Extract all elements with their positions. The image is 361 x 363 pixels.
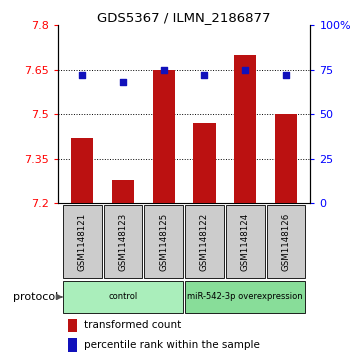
FancyBboxPatch shape	[63, 205, 101, 278]
FancyBboxPatch shape	[267, 205, 305, 278]
Text: miR-542-3p overexpression: miR-542-3p overexpression	[187, 293, 303, 302]
Bar	[68, 338, 77, 352]
Text: GSM1148124: GSM1148124	[241, 212, 250, 270]
Bar	[71, 138, 93, 203]
Point	[242, 67, 248, 73]
FancyBboxPatch shape	[144, 205, 183, 278]
Bar	[112, 180, 134, 203]
Bar	[234, 55, 256, 203]
Text: transformed count: transformed count	[84, 320, 182, 330]
Point	[120, 79, 126, 85]
Point	[161, 67, 167, 73]
Text: percentile rank within the sample: percentile rank within the sample	[84, 340, 260, 350]
Bar	[193, 123, 216, 203]
Point	[201, 72, 207, 78]
Bar	[275, 114, 297, 203]
FancyBboxPatch shape	[63, 281, 183, 313]
FancyBboxPatch shape	[185, 281, 305, 313]
Point	[79, 72, 85, 78]
FancyBboxPatch shape	[185, 205, 224, 278]
Text: control: control	[108, 293, 138, 302]
FancyBboxPatch shape	[104, 205, 142, 278]
Bar	[153, 70, 175, 203]
Title: GDS5367 / ILMN_2186877: GDS5367 / ILMN_2186877	[97, 11, 271, 24]
FancyBboxPatch shape	[226, 205, 265, 278]
Text: GSM1148126: GSM1148126	[282, 212, 291, 270]
Text: GSM1148121: GSM1148121	[78, 212, 87, 270]
Text: protocol: protocol	[13, 292, 58, 302]
Text: GSM1148123: GSM1148123	[118, 212, 127, 270]
Text: GSM1148122: GSM1148122	[200, 212, 209, 270]
Point	[283, 72, 289, 78]
Text: GSM1148125: GSM1148125	[159, 212, 168, 270]
Bar	[68, 319, 77, 332]
